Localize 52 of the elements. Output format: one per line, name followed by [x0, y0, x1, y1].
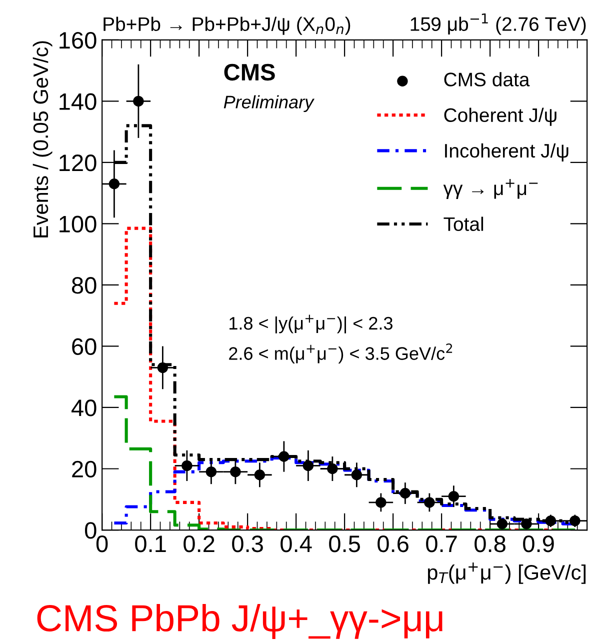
point [570, 515, 580, 526]
legend-label: Total [444, 216, 484, 232]
annotation: Preliminary [224, 95, 315, 112]
y-tick-label: 140 [60, 93, 96, 110]
x-tick-label: 0.7 [426, 535, 457, 552]
point [302, 460, 314, 472]
x-tick-label: 0.6 [378, 535, 408, 552]
point [327, 463, 338, 474]
y-tick-label: 160 [60, 32, 96, 49]
x-tick-label: 0 [96, 535, 108, 552]
point [424, 497, 435, 508]
y-tick-label: 60 [72, 338, 96, 356]
x-tick-label: 0.4 [280, 535, 312, 552]
annotation: CMS [224, 64, 275, 81]
legend-label: Coherent J/ψ [444, 108, 556, 126]
point [182, 460, 192, 472]
y-tick-label: 120 [60, 154, 96, 172]
point [496, 518, 508, 530]
x-tick-label: 0.5 [329, 535, 360, 552]
legend-label: CMS data [444, 72, 530, 86]
point [448, 490, 460, 502]
point [278, 451, 290, 462]
chart-title: Pb+Pb → Pb+Pb+J/ψ (X$_{n}$0$_{n}$) [104, 16, 350, 35]
x-tick-label: 0.9 [523, 535, 554, 552]
point [230, 466, 241, 478]
x-axis-title: p$_{T}$(μ$^{+}$μ$^{−}$) [GeV/c] [428, 562, 586, 584]
point [545, 515, 556, 526]
point [206, 466, 217, 478]
y-tick-label: 20 [72, 460, 96, 478]
y-axis-title: Events / (0.05 GeV/c) [32, 41, 52, 238]
legend-label: γγ → μ$^{+}$μ$^{−}$ [443, 179, 538, 200]
point [133, 96, 144, 107]
y-tick-label: 0 [85, 522, 96, 539]
point [521, 518, 532, 530]
legend-label: Incoherent J/ψ [445, 143, 568, 162]
annotation: 1.8 < |y(μ$^{+}$μ$^{−}$)| < 2.3 [230, 314, 392, 334]
x-tick-label: 0.3 [232, 535, 263, 552]
point [351, 470, 362, 480]
x-tick-label: 0.2 [184, 535, 214, 552]
y-tick-label: 100 [60, 216, 96, 232]
x-tick-label: 0.1 [135, 535, 166, 552]
y-tick-label: 80 [72, 277, 96, 294]
point [400, 488, 411, 499]
point [376, 497, 386, 508]
text: CMS PbPb J/ψ+_γγ->μμ [37, 604, 442, 639]
y-tick-label: 40 [71, 400, 96, 416]
point [108, 178, 120, 190]
point [157, 362, 168, 374]
x-tick-label: 0.8 [474, 535, 506, 552]
point [254, 470, 266, 480]
annotation: 2.6 < m(μ$^{+}$μ$^{−}$) < 3.5 GeV/c$^{2}$ [229, 343, 452, 364]
chart-subtitle: 159 μb$^{−1}$ (2.76 TeV) [410, 13, 586, 35]
